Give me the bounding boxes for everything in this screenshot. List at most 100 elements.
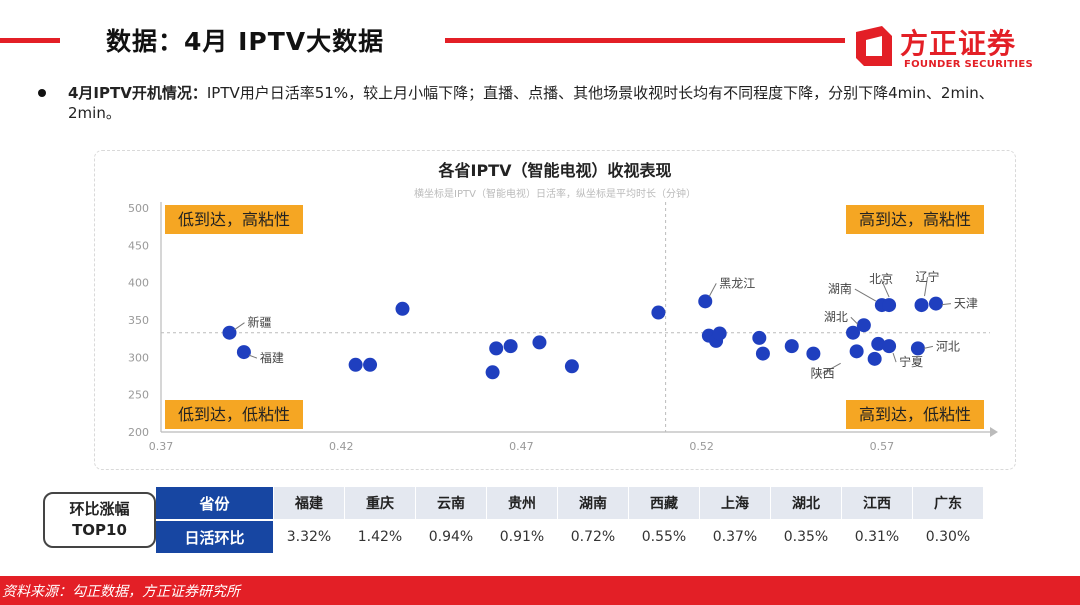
data-point bbox=[712, 326, 727, 341]
table-cell-value: 0.91% bbox=[487, 521, 558, 553]
table-header-province: 省份 bbox=[156, 487, 274, 519]
data-point bbox=[651, 305, 666, 320]
table-grid: 省份 福建 重庆 云南 贵州 湖南 西藏 上海 湖北 江西 广东 日活环比 3.32% 1.42% 0… bbox=[156, 487, 984, 555]
point-leader-line bbox=[923, 345, 934, 349]
point-leader-line bbox=[854, 288, 877, 302]
point-label: 陕西 bbox=[811, 365, 835, 380]
point-leader-line bbox=[822, 362, 841, 374]
y-tick-label: 250 bbox=[128, 389, 149, 402]
data-point bbox=[871, 336, 886, 351]
quadrant-label: 高到达，低粘性 bbox=[859, 405, 971, 424]
bullet-dot bbox=[38, 89, 46, 97]
header-accent-left bbox=[0, 38, 60, 43]
table-cell-province: 广东 bbox=[913, 487, 984, 519]
table-cell-value: 0.30% bbox=[913, 521, 984, 553]
data-point bbox=[867, 351, 882, 366]
table-cell-province: 湖北 bbox=[771, 487, 842, 519]
y-tick-label: 200 bbox=[128, 426, 149, 439]
data-point bbox=[564, 359, 579, 374]
table-row-values: 日活环比 3.32% 1.42% 0.94% 0.91% 0.72% 0.55% 0.37%… bbox=[156, 521, 984, 553]
point-leader-line bbox=[924, 276, 929, 297]
table-cell-value: 0.31% bbox=[842, 521, 913, 553]
point-label: 新疆 bbox=[247, 315, 271, 330]
brand-logo: 方正证券 FOUNDER SECURITIES bbox=[852, 22, 1034, 72]
logo-text-en: FOUNDER SECURITIES bbox=[904, 59, 1034, 70]
chart-frame: 各省IPTV（智能电视）收视表现横坐标是IPTV（智能电视）日活率，纵坐标是平均… bbox=[94, 150, 1016, 470]
data-point bbox=[752, 330, 767, 345]
data-point bbox=[846, 325, 861, 340]
quadrant-label-bg bbox=[846, 205, 984, 234]
point-label: 北京 bbox=[869, 272, 893, 286]
data-point bbox=[236, 345, 251, 360]
data-point bbox=[806, 346, 821, 361]
data-point bbox=[928, 296, 943, 311]
table-cell-value: 0.35% bbox=[771, 521, 842, 553]
x-tick-label: 0.37 bbox=[149, 440, 174, 453]
quadrant-label: 低到达，高粘性 bbox=[178, 210, 290, 229]
x-axis-arrow bbox=[990, 427, 998, 437]
point-label: 湖北 bbox=[824, 309, 848, 324]
y-tick-label: 500 bbox=[128, 202, 149, 215]
data-point bbox=[910, 341, 925, 356]
chart-subtitle: 横坐标是IPTV（智能电视）日活率，纵坐标是平均时长（分钟） bbox=[414, 187, 696, 200]
table-cell-value: 0.72% bbox=[558, 521, 629, 553]
point-leader-line bbox=[941, 303, 951, 306]
data-point bbox=[485, 365, 500, 380]
table-cell-province: 上海 bbox=[700, 487, 771, 519]
data-point bbox=[489, 341, 504, 356]
bullet-label: 4月IPTV开机情况： bbox=[68, 84, 207, 102]
table-cell-value: 1.42% bbox=[345, 521, 416, 553]
y-tick-label: 300 bbox=[128, 351, 149, 364]
bullet-body: IPTV用户日活率51%，较上月小幅下降；直播、点播、其他场景收视时长均有不同程… bbox=[68, 84, 994, 122]
table-cell-province: 重庆 bbox=[345, 487, 416, 519]
logo-text-cn: 方正证券 bbox=[900, 27, 1017, 60]
table-title: 环比涨幅 TOP10 bbox=[43, 492, 156, 548]
y-tick-label: 450 bbox=[128, 239, 149, 252]
table-cell-province: 云南 bbox=[416, 487, 487, 519]
point-leader-line bbox=[850, 316, 859, 325]
table-title-text: 环比涨幅 TOP10 bbox=[69, 500, 130, 539]
footer-bar: 资料来源：勾正数据，方正证券研究所 bbox=[0, 576, 1080, 605]
point-label: 宁夏 bbox=[899, 354, 923, 369]
data-point bbox=[882, 339, 897, 354]
data-point bbox=[532, 335, 547, 350]
data-point bbox=[698, 294, 713, 309]
data-point bbox=[849, 344, 864, 359]
quadrant-label: 高到达，高粘性 bbox=[859, 210, 971, 229]
logo-mark-icon bbox=[856, 26, 892, 66]
point-label: 天津 bbox=[954, 297, 978, 311]
point-label: 辽宁 bbox=[916, 269, 940, 284]
y-tick-label: 400 bbox=[128, 277, 149, 290]
table-header-value: 日活环比 bbox=[156, 521, 274, 553]
data-point bbox=[348, 357, 363, 372]
source-note: 资料来源：勾正数据，方正证券研究所 bbox=[2, 584, 240, 600]
table-cell-province: 湖南 bbox=[558, 487, 629, 519]
chart-title: 各省IPTV（智能电视）收视表现 bbox=[438, 161, 672, 180]
data-point bbox=[755, 346, 770, 361]
quadrant-label-bg bbox=[165, 400, 303, 429]
point-label: 湖南 bbox=[828, 281, 852, 296]
data-point bbox=[914, 298, 929, 313]
table-cell-province: 贵州 bbox=[487, 487, 558, 519]
point-leader-line bbox=[880, 278, 890, 298]
table-cell-value: 3.32% bbox=[274, 521, 345, 553]
table-cell-value: 0.37% bbox=[700, 521, 771, 553]
header-accent-right bbox=[445, 38, 845, 43]
data-point bbox=[784, 339, 799, 354]
point-leader-line bbox=[708, 283, 717, 297]
bullet-paragraph: 4月IPTV开机情况：IPTV用户日活率51%，较上月小幅下降；直播、点播、其他… bbox=[68, 83, 1028, 123]
quadrant-label: 低到达，低粘性 bbox=[178, 405, 290, 424]
table-cell-province: 江西 bbox=[842, 487, 913, 519]
quadrant-label-bg bbox=[846, 400, 984, 429]
scatter-chart: 各省IPTV（智能电视）收视表现横坐标是IPTV（智能电视）日活率，纵坐标是平均… bbox=[128, 161, 998, 453]
y-tick-label: 350 bbox=[128, 314, 149, 327]
data-point bbox=[882, 298, 897, 313]
table-cell-province: 西藏 bbox=[629, 487, 700, 519]
table-row-provinces: 省份 福建 重庆 云南 贵州 湖南 西藏 上海 湖北 江西 广东 bbox=[156, 487, 984, 519]
point-label: 黑龙江 bbox=[719, 276, 755, 290]
table-cell-value: 0.94% bbox=[416, 521, 487, 553]
page-title: 数据：4月 IPTV大数据 bbox=[106, 27, 385, 56]
point-leader-line bbox=[234, 322, 245, 331]
x-tick-label: 0.47 bbox=[509, 440, 534, 453]
point-label: 福建 bbox=[260, 350, 284, 365]
